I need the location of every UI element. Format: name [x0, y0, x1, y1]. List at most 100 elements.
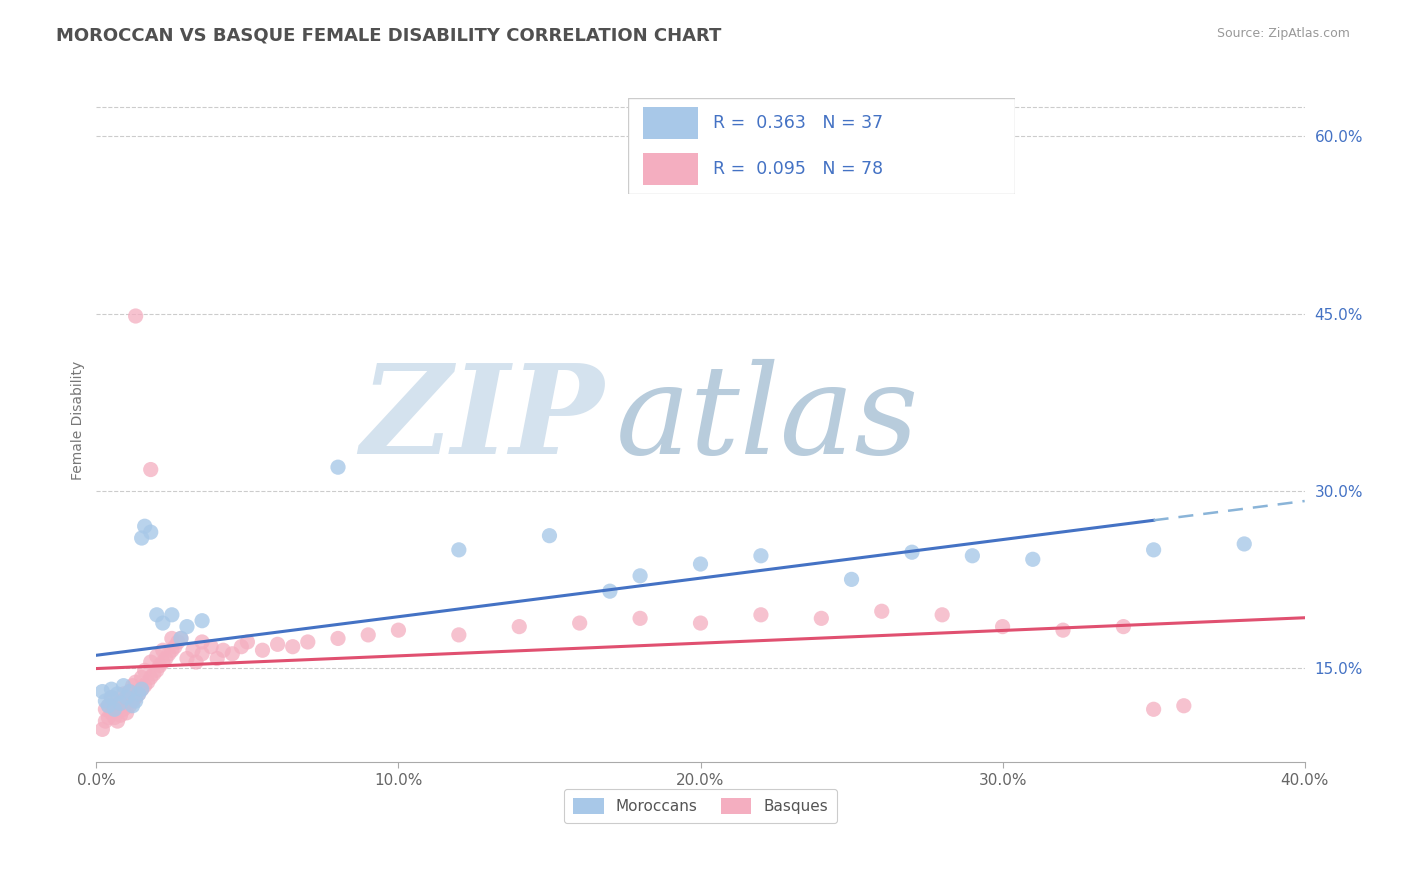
- Point: [810, 611, 832, 625]
- Point: [749, 549, 772, 563]
- Point: [357, 628, 380, 642]
- Point: [901, 545, 924, 559]
- Y-axis label: Female Disability: Female Disability: [72, 360, 86, 480]
- Point: [184, 655, 207, 669]
- Point: [841, 573, 863, 587]
- Point: [252, 643, 274, 657]
- Point: [236, 635, 259, 649]
- Point: [170, 632, 193, 646]
- Point: [160, 632, 183, 646]
- Point: [131, 670, 153, 684]
- Point: [100, 690, 122, 705]
- Point: [131, 531, 153, 545]
- Point: [121, 698, 143, 713]
- Point: [447, 542, 470, 557]
- Point: [145, 607, 167, 622]
- Point: [121, 679, 143, 693]
- Point: [191, 647, 214, 661]
- Point: [100, 706, 122, 720]
- Point: [128, 687, 150, 701]
- Point: [139, 525, 162, 540]
- Text: atlas: atlas: [616, 359, 920, 481]
- Point: [538, 529, 561, 543]
- Point: [191, 614, 214, 628]
- Point: [205, 651, 228, 665]
- Point: [152, 655, 174, 669]
- Point: [94, 694, 117, 708]
- Point: [628, 611, 651, 625]
- Point: [931, 607, 953, 622]
- Point: [134, 519, 156, 533]
- Point: [97, 698, 120, 713]
- Point: [1052, 623, 1074, 637]
- Point: [142, 666, 165, 681]
- Point: [94, 702, 117, 716]
- Point: [91, 723, 114, 737]
- Point: [749, 607, 772, 622]
- Point: [124, 309, 146, 323]
- Point: [266, 637, 288, 651]
- Point: [568, 616, 591, 631]
- Legend: Moroccans, Basques: Moroccans, Basques: [564, 789, 837, 823]
- Point: [281, 640, 304, 654]
- Point: [118, 684, 141, 698]
- Point: [115, 706, 138, 720]
- Point: [1142, 702, 1164, 716]
- Point: [149, 658, 172, 673]
- Point: [689, 557, 711, 571]
- Point: [326, 632, 349, 646]
- Point: [326, 460, 349, 475]
- Point: [176, 619, 198, 633]
- Point: [1022, 552, 1045, 566]
- Point: [1142, 542, 1164, 557]
- Point: [115, 690, 138, 705]
- Point: [100, 690, 122, 705]
- Point: [160, 607, 183, 622]
- Text: ZIP: ZIP: [360, 359, 603, 481]
- Point: [181, 643, 204, 657]
- Point: [103, 698, 125, 713]
- Point: [139, 462, 162, 476]
- Point: [131, 682, 153, 697]
- Point: [134, 679, 156, 693]
- Point: [962, 549, 984, 563]
- Point: [107, 714, 129, 728]
- Point: [176, 651, 198, 665]
- Point: [124, 675, 146, 690]
- Point: [121, 694, 143, 708]
- Point: [297, 635, 319, 649]
- Point: [124, 694, 146, 708]
- Point: [991, 619, 1014, 633]
- Point: [170, 632, 193, 646]
- Point: [107, 702, 129, 716]
- Point: [212, 643, 235, 657]
- Point: [100, 682, 122, 697]
- Point: [97, 698, 120, 713]
- Point: [136, 675, 159, 690]
- Point: [134, 663, 156, 677]
- Point: [112, 702, 135, 716]
- Point: [508, 619, 530, 633]
- Point: [91, 684, 114, 698]
- Point: [115, 690, 138, 705]
- Point: [1112, 619, 1135, 633]
- Point: [447, 628, 470, 642]
- Point: [160, 643, 183, 657]
- Point: [145, 649, 167, 664]
- Point: [103, 710, 125, 724]
- Point: [1233, 537, 1256, 551]
- Point: [599, 584, 621, 599]
- Point: [387, 623, 409, 637]
- Point: [200, 640, 222, 654]
- Point: [152, 643, 174, 657]
- Point: [131, 682, 153, 697]
- Point: [110, 708, 132, 723]
- Point: [103, 702, 125, 716]
- Point: [191, 635, 214, 649]
- Point: [167, 635, 190, 649]
- Text: MOROCCAN VS BASQUE FEMALE DISABILITY CORRELATION CHART: MOROCCAN VS BASQUE FEMALE DISABILITY COR…: [56, 27, 721, 45]
- Point: [1173, 698, 1195, 713]
- Point: [139, 670, 162, 684]
- Point: [689, 616, 711, 631]
- Point: [118, 684, 141, 698]
